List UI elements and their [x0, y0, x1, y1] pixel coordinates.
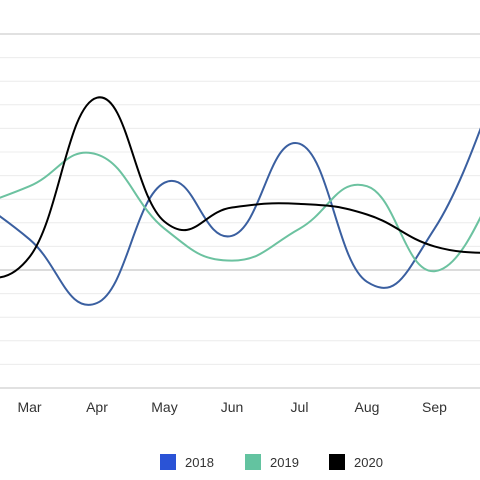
legend-item-2019[interactable]: 2019 — [245, 454, 299, 470]
series-line-2019 — [0, 151, 480, 273]
series-line-2020 — [0, 96, 480, 279]
grid-lines — [0, 33, 480, 389]
legend-label: 2019 — [270, 455, 299, 470]
legend-label: 2018 — [185, 455, 214, 470]
legend: 2018 2019 2020 — [160, 454, 383, 470]
series-lines — [0, 96, 480, 306]
legend-swatch — [245, 454, 261, 470]
x-tick-label: Mar — [17, 399, 41, 415]
x-tick-label: Apr — [86, 399, 108, 415]
series-line-2018 — [0, 127, 480, 306]
legend-item-2020[interactable]: 2020 — [329, 454, 383, 470]
x-axis-labels: Mar Apr May Jun Jul Aug Sep — [17, 399, 447, 415]
legend-swatch — [329, 454, 345, 470]
x-tick-label: May — [151, 399, 177, 415]
x-tick-label: Jun — [221, 399, 244, 415]
x-tick-label: Sep — [422, 399, 447, 415]
legend-swatch — [160, 454, 176, 470]
legend-item-2018[interactable]: 2018 — [160, 454, 214, 470]
x-tick-label: Aug — [355, 399, 380, 415]
legend-label: 2020 — [354, 455, 383, 470]
x-tick-label: Jul — [291, 399, 309, 415]
